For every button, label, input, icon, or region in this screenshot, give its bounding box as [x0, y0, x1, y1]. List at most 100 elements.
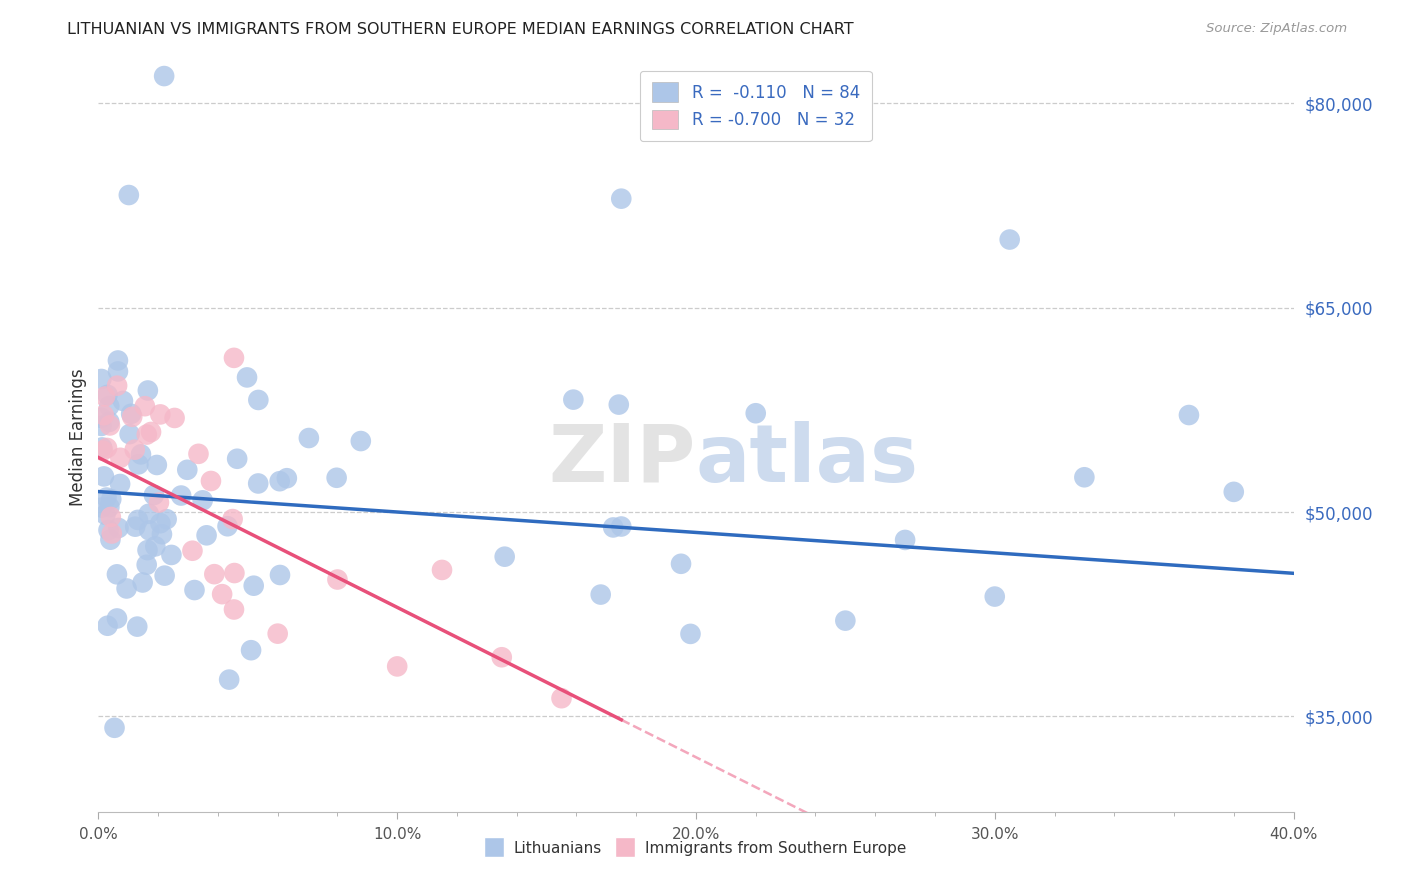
Point: [1073, 470, 1095, 484]
Point: [138, 507, 160, 521]
Point: [149, 516, 172, 531]
Point: [350, 434, 373, 448]
Point: [222, 351, 245, 365]
Point: [124, 442, 146, 457]
Legend: Lithuanians, Immigrants from Southern Europe: Lithuanians, Immigrants from Southern Eu…: [478, 834, 914, 864]
Text: Source: ZipAtlas.com: Source: ZipAtlas.com: [1206, 22, 1347, 36]
Point: [998, 233, 1021, 247]
Point: [226, 451, 249, 466]
Point: [107, 353, 129, 368]
Point: [111, 393, 134, 408]
Point: [138, 524, 160, 538]
Point: [90, 418, 112, 433]
Point: [247, 392, 270, 407]
Point: [121, 409, 143, 424]
Point: [183, 582, 205, 597]
Point: [103, 721, 125, 735]
Point: [163, 411, 186, 425]
Point: [679, 627, 702, 641]
Point: [269, 568, 291, 582]
Point: [247, 476, 270, 491]
Point: [153, 69, 176, 83]
Point: [131, 575, 153, 590]
Point: [107, 521, 129, 535]
Point: [100, 510, 122, 524]
Point: [135, 558, 157, 572]
Point: [98, 415, 121, 429]
Point: [195, 528, 218, 542]
Point: [100, 492, 122, 507]
Point: [610, 519, 633, 533]
Point: [93, 408, 115, 422]
Point: [91, 441, 114, 455]
Point: [90, 372, 112, 386]
Point: [108, 477, 131, 491]
Point: [562, 392, 585, 407]
Point: [1178, 408, 1201, 422]
Point: [894, 533, 917, 547]
Point: [589, 588, 612, 602]
Point: [550, 691, 572, 706]
Point: [127, 619, 149, 633]
Point: [110, 450, 132, 465]
Point: [430, 563, 453, 577]
Point: [127, 513, 149, 527]
Point: [156, 512, 179, 526]
Y-axis label: Median Earnings: Median Earnings: [69, 368, 87, 506]
Point: [160, 548, 183, 562]
Point: [93, 469, 115, 483]
Point: [96, 619, 118, 633]
Point: [143, 540, 166, 554]
Point: [97, 523, 120, 537]
Point: [100, 533, 122, 547]
Point: [326, 573, 349, 587]
Point: [120, 407, 142, 421]
Point: [149, 408, 172, 422]
Point: [222, 602, 245, 616]
Point: [98, 418, 121, 433]
Point: [136, 384, 159, 398]
Point: [134, 399, 156, 413]
Point: [669, 557, 692, 571]
Point: [146, 458, 169, 472]
Text: ZIP: ZIP: [548, 420, 696, 499]
Point: [325, 471, 347, 485]
Point: [91, 443, 114, 458]
Point: [385, 659, 409, 673]
Point: [142, 488, 165, 502]
Point: [217, 519, 239, 533]
Point: [181, 543, 204, 558]
Point: [236, 370, 259, 384]
Point: [202, 567, 225, 582]
Point: [602, 520, 624, 534]
Point: [96, 491, 118, 505]
Text: LITHUANIAN VS IMMIGRANTS FROM SOUTHERN EUROPE MEDIAN EARNINGS CORRELATION CHART: LITHUANIAN VS IMMIGRANTS FROM SOUTHERN E…: [67, 22, 853, 37]
Point: [745, 406, 768, 420]
Point: [105, 378, 128, 392]
Point: [1223, 484, 1246, 499]
Point: [148, 495, 170, 509]
Point: [129, 447, 152, 461]
Point: [269, 474, 291, 488]
Point: [96, 388, 118, 402]
Point: [984, 590, 1007, 604]
Point: [101, 526, 124, 541]
Point: [610, 192, 633, 206]
Point: [200, 474, 222, 488]
Point: [90, 410, 112, 425]
Point: [242, 579, 264, 593]
Point: [240, 643, 263, 657]
Point: [124, 519, 146, 533]
Point: [218, 673, 240, 687]
Point: [105, 611, 128, 625]
Point: [136, 543, 159, 558]
Point: [118, 188, 141, 202]
Point: [276, 471, 298, 485]
Point: [94, 508, 117, 522]
Point: [150, 527, 173, 541]
Point: [90, 500, 112, 515]
Point: [96, 441, 118, 455]
Point: [298, 431, 321, 445]
Point: [221, 512, 243, 526]
Point: [139, 425, 162, 439]
